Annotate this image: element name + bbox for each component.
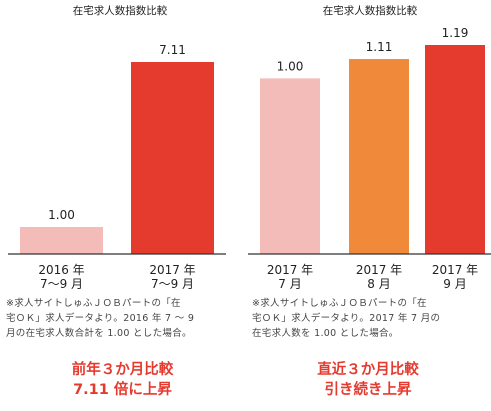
footnote-left: ※求人サイトしゅふＪＯＢパートの「在 宅ＯＫ」求人データより。2016 年 7 … <box>6 296 242 341</box>
headline-left: 前年３か月比較 7.11 倍に上昇 <box>0 360 245 400</box>
tick-label: 9 月 <box>443 277 466 291</box>
tick-label: 7〜9 月 <box>151 277 194 291</box>
footnote-line: 宅ＯＫ」求人データより。2017 年 7 月の <box>252 313 441 324</box>
tick-label: 2017 年 <box>356 263 402 277</box>
tick-label: 8 月 <box>367 277 390 291</box>
headline-line: 7.11 倍に上昇 <box>73 382 172 398</box>
chart-title: 在宅求人数指数比較 <box>73 4 168 17</box>
tick-label: 7 月 <box>278 277 301 291</box>
data-label: 1.00 <box>277 59 304 73</box>
tick-label: 2017 年 <box>267 263 313 277</box>
bar <box>425 45 485 254</box>
footnote-right: ※求人サイトしゅふＪＯＢパートの「在 宅ＯＫ」求人データより。2017 年 7 … <box>252 296 488 341</box>
headline-line: 直近３か月比較 <box>317 362 419 378</box>
chart-panel-left: 在宅求人数指数比較 1.00 2016 年 7〜9 月 7.11 2017 年 7〜9 月 <box>0 0 245 411</box>
tick-label: 7〜9 月 <box>40 277 83 291</box>
footnote-line: 月の在宅求人数合計を 1.00 とした場合。 <box>6 328 192 339</box>
headline-right: 直近３か月比較 引き続き上昇 <box>245 360 491 400</box>
bar <box>349 59 409 255</box>
footnote-line: ※求人サイトしゅふＪＯＢパートの「在 <box>6 298 181 309</box>
bar <box>131 62 214 254</box>
tick-label: 2017 年 <box>149 263 195 277</box>
data-label: 1.11 <box>366 40 393 54</box>
data-label: 1.19 <box>442 26 469 40</box>
footnote-line: 宅ＯＫ」求人データより。2016 年 7 〜 9 <box>6 313 195 324</box>
headline-line: 前年３か月比較 <box>71 362 174 378</box>
data-label: 1.00 <box>48 208 75 222</box>
chart-title: 在宅求人数指数比較 <box>323 4 418 17</box>
tick-label: 2016 年 <box>38 263 84 277</box>
footnote-line: 在宅求人数を 1.00 とした場合。 <box>252 328 399 339</box>
headline-line: 引き続き上昇 <box>324 382 412 398</box>
data-label: 7.11 <box>159 43 186 57</box>
tick-label: 2017 年 <box>432 263 478 277</box>
bar <box>260 78 320 254</box>
footnote-line: ※求人サイトしゅふＪＯＢパートの「在 <box>252 298 427 309</box>
bar <box>20 226 103 254</box>
